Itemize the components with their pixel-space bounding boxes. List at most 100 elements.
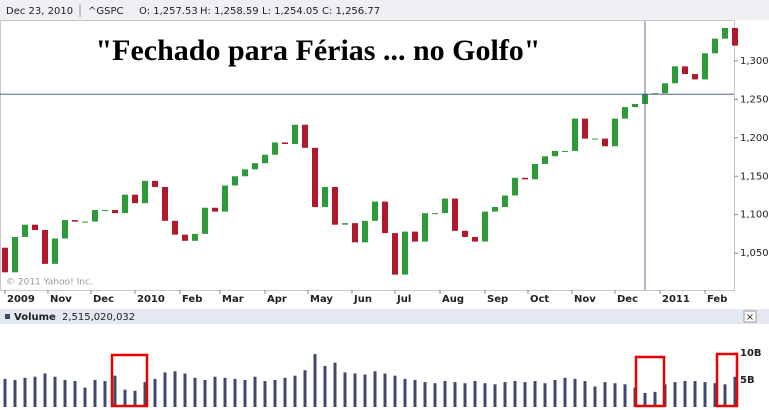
volume-bar [693, 381, 697, 407]
x-tick-label: 2010 [137, 294, 165, 305]
volume-bar [713, 383, 717, 407]
candle [262, 154, 268, 164]
candle [672, 66, 678, 84]
candle [682, 66, 688, 75]
y-tick-label: 10B [740, 348, 762, 359]
volume-bar [193, 377, 197, 407]
volume-bar [493, 384, 497, 407]
highlight-box [715, 352, 739, 408]
volume-bar [243, 379, 247, 407]
candle [712, 38, 718, 54]
candle [462, 230, 468, 237]
candle [612, 118, 618, 147]
x-tick-label: Dec [93, 294, 114, 305]
candle [282, 142, 288, 144]
header-low: L: 1,254.05 [262, 6, 319, 17]
candle [82, 221, 88, 223]
volume-bar [93, 379, 97, 407]
candle [92, 210, 98, 222]
candle [702, 53, 708, 80]
volume-bar [203, 379, 207, 407]
candle [622, 107, 628, 119]
candle [202, 207, 208, 234]
candle [212, 207, 218, 212]
volume-bar [313, 354, 317, 407]
candle [662, 83, 668, 94]
candle [562, 150, 568, 152]
volume-bar [343, 372, 347, 407]
volume-bar [53, 376, 57, 407]
volume-bar [63, 379, 67, 407]
candle [122, 194, 128, 214]
candle [22, 224, 28, 237]
volume-bar [643, 392, 647, 407]
x-tick-label: May [310, 294, 333, 305]
volume-bar [603, 382, 607, 407]
candle [392, 233, 398, 275]
volume-bar [703, 382, 707, 407]
volume-bar [503, 382, 507, 407]
x-tick-label: 2011 [662, 294, 690, 305]
volume-bar [403, 378, 407, 407]
candle [442, 198, 448, 214]
candle [332, 187, 338, 225]
candle [542, 156, 548, 164]
candle [482, 211, 488, 242]
highlight-box [110, 353, 149, 408]
volume-bar [163, 372, 167, 407]
candle [582, 118, 588, 139]
volume-bar [283, 377, 287, 407]
candle [312, 147, 318, 207]
candle [492, 206, 498, 212]
y-tick-label: 5B [740, 375, 755, 386]
volume-bar [253, 376, 257, 407]
volume-bar [473, 381, 477, 407]
candle [402, 231, 408, 275]
chart-title: "Fechado para Férias ... no Golfo" [96, 34, 541, 67]
volume-bar [183, 373, 187, 407]
volume-bar [453, 382, 457, 407]
volume-bar [73, 381, 77, 407]
candle [152, 180, 158, 188]
candle [102, 210, 108, 212]
candle [162, 187, 168, 221]
candle [62, 220, 68, 239]
candle [372, 201, 378, 221]
volume-bar [543, 383, 547, 407]
volume-bar [673, 382, 677, 407]
y-tick-label: 1,050 [740, 248, 769, 259]
candle [32, 224, 38, 231]
candle [352, 223, 358, 243]
volume-bar [653, 391, 657, 407]
candle [342, 223, 348, 225]
highlight-box [634, 355, 666, 408]
candle [172, 220, 178, 235]
volume-bar [523, 382, 527, 407]
x-tick-label: Feb [707, 294, 727, 305]
header-high: H: 1,258.59 [200, 6, 259, 17]
candle [42, 230, 48, 264]
close-button-label[interactable]: × [746, 312, 754, 323]
header-date: Dec 23, 2010 [6, 6, 73, 17]
candle [72, 220, 78, 222]
candle [292, 124, 298, 144]
volume-bar [733, 376, 737, 407]
x-tick-label: Oct [530, 294, 549, 305]
volume-bar [103, 381, 107, 407]
close-button[interactable] [743, 310, 757, 323]
y-tick-label: 1,300 [740, 56, 769, 67]
candle [182, 234, 188, 241]
x-tick-label: Apr [267, 294, 287, 305]
x-tick-label: Jul [396, 294, 411, 305]
volume-icon [5, 314, 10, 319]
candle [472, 236, 478, 242]
x-tick-label: Dec [617, 294, 638, 305]
x-tick-label: Aug [442, 294, 464, 305]
candle [302, 124, 308, 148]
volume-bar [273, 379, 277, 407]
candle [2, 247, 8, 273]
volume-title: Volume [14, 312, 56, 323]
header-open: O: 1,257.53 [139, 6, 198, 17]
candle [382, 201, 388, 234]
